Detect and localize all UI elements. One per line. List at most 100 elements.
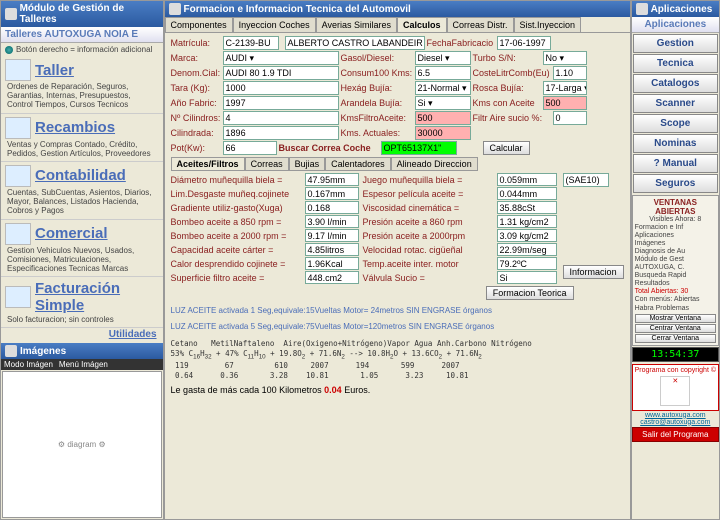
subtab-Bujias[interactable]: Bujias [289, 157, 326, 171]
calc-value: 0.044mm [497, 187, 557, 200]
label: Tara (Kg): [171, 83, 221, 93]
nav-section[interactable]: Taller Ordenes de Reparación, Seguros, Ga… [1, 56, 163, 114]
vent-item[interactable]: Imágenes [635, 240, 716, 248]
select[interactable]: 21-Normal ▾ [415, 81, 471, 95]
ctl-Tecnica[interactable]: Tecnica [633, 54, 718, 73]
vent-hab: Habra Problemas [635, 305, 716, 313]
field[interactable]: 30000 [415, 126, 471, 140]
field[interactable]: 6.5 [415, 66, 471, 80]
image-preview[interactable]: ⚙ diagram ⚙ [2, 371, 162, 518]
calc-label: Temp.aceite inter. motor [363, 259, 493, 269]
field[interactable]: C-2139-BU [223, 36, 279, 50]
subtab-Correas[interactable]: Correas [245, 157, 289, 171]
ctl-? Manual[interactable]: ? Manual [633, 154, 718, 173]
section-title[interactable]: Comercial [35, 225, 108, 242]
label: Rosca Bujía: [473, 83, 541, 93]
mail-link[interactable]: castro@autoxuga.com [632, 419, 719, 426]
calc-label: Bombeo aceite a 2000 rpm = [171, 231, 301, 241]
section-title[interactable]: Facturación Simple [35, 280, 159, 314]
field[interactable]: OPT65137X1" [381, 141, 457, 155]
section-title[interactable]: Contabilidad [35, 167, 126, 184]
select[interactable]: Si ▾ [415, 96, 471, 110]
imagenes-title: Imágenes [20, 346, 66, 357]
calcular-button[interactable]: Calcular [483, 141, 530, 155]
subtab-Aceites/Filtros[interactable]: Aceites/Filtros [171, 157, 245, 171]
field[interactable]: 4 [223, 111, 339, 125]
subtab-Alineado Direccion[interactable]: Alineado Direccion [391, 157, 478, 171]
exit-button[interactable]: Salir del Programa [632, 427, 719, 442]
note1: LUZ ACEITE activada 1 Seg,equivale:15Vue… [171, 306, 624, 316]
tab-Averias Similares[interactable]: Averias Similares [316, 17, 397, 32]
url-link[interactable]: www.autoxuga.com [632, 412, 719, 419]
nav-section[interactable]: ContabilidadCuentas, SubCuentas, Asiento… [1, 162, 163, 220]
vent-btn[interactable]: Centrar Ventana [635, 324, 716, 333]
calc-value: 79.2ºC [497, 257, 557, 270]
modo-imagen-btn[interactable]: Modo Imágen [4, 360, 53, 369]
select[interactable]: Diesel ▾ [415, 51, 471, 65]
ctl-Nominas[interactable]: Nominas [633, 134, 718, 153]
right-panel: Aplicaciones Aplicaciones GestionTecnica… [631, 0, 720, 520]
field[interactable]: 1997 [223, 96, 339, 110]
center-title: Formacion e Informacion Tecnica del Auto… [184, 4, 411, 15]
section-icon [5, 117, 31, 139]
section-title[interactable]: Taller [35, 62, 74, 79]
field[interactable]: 1896 [223, 126, 339, 140]
vent-btn[interactable]: Cerrar Ventana [635, 334, 716, 343]
ctl-Scope[interactable]: Scope [633, 114, 718, 133]
calc-value: 35.88cSt [497, 201, 557, 214]
field[interactable]: AUDI 80 1.9 TDI [223, 66, 339, 80]
select[interactable]: 17-Larga ▾ [543, 81, 587, 95]
field[interactable]: 500 [543, 96, 587, 110]
left-title: Módulo de Gestión de Talleres [20, 3, 159, 25]
ctl-Catalogos[interactable]: Catalogos [633, 74, 718, 93]
field[interactable]: ALBERTO CASTRO LABANDEIR [285, 36, 425, 50]
ctl-Seguros[interactable]: Seguros [633, 174, 718, 193]
vent-item[interactable]: Formacion e Inf [635, 224, 716, 232]
menu-imagen-btn[interactable]: Menú Imágen [59, 360, 108, 369]
right-subhead: Aplicaciones [632, 17, 719, 33]
field[interactable]: 0 [553, 111, 587, 125]
field[interactable]: 66 [223, 141, 277, 155]
field[interactable]: 500 [415, 111, 471, 125]
tab-Inyeccion Coches[interactable]: Inyeccion Coches [233, 17, 316, 32]
nav-section[interactable]: Facturación SimpleSolo facturacion; sin … [1, 277, 163, 328]
center-icon [169, 3, 181, 15]
field[interactable]: 1000 [223, 81, 339, 95]
section-icon [5, 223, 31, 245]
app-icon [5, 8, 17, 20]
formacion-teorica-button[interactable]: Formacion Teorica [486, 286, 574, 300]
nav-section[interactable]: Comercial Gestion Vehiculos Nuevos, Usado… [1, 220, 163, 278]
vent-item[interactable]: Busqueda Rapid [635, 272, 716, 280]
field[interactable]: 17-06-1997 [497, 36, 551, 50]
vent-item[interactable]: Módulo de Gest [635, 256, 716, 264]
ctl-Gestion[interactable]: Gestion [633, 34, 718, 53]
vent-item[interactable]: Aplicaciones [635, 232, 716, 240]
image-toolbar: Modo Imágen Menú Imágen [1, 359, 163, 370]
informacion-button[interactable]: Informacion [563, 265, 624, 279]
tab-Sist.Inyeccion[interactable]: Sist.Inyeccion [514, 17, 582, 32]
vent-item[interactable]: Diagnosis de Au [635, 248, 716, 256]
select[interactable]: No ▾ [543, 51, 587, 65]
sub-tabs: Aceites/FiltrosCorreasBujiasCalentadores… [171, 157, 624, 171]
label: Buscar Correa Coche [279, 143, 379, 153]
vent-btn[interactable]: Mostrar Ventana [635, 314, 716, 323]
tab-Correas Distr.[interactable]: Correas Distr. [447, 17, 514, 32]
label: CosteLitrComb(Eu) [473, 68, 551, 78]
tab-Calculos[interactable]: Calculos [397, 17, 447, 32]
utilidades-link[interactable]: Utilidades [1, 328, 163, 341]
right-title: Aplicaciones [651, 4, 713, 15]
vent-item[interactable]: AUTOXUGA, C. [635, 264, 716, 272]
subtab-Calentadores[interactable]: Calentadores [325, 157, 391, 171]
tab-Componentes[interactable]: Componentes [165, 17, 233, 32]
section-desc: Ordenes de Reparación, Seguros, Garantia… [7, 82, 159, 110]
section-title[interactable]: Recambios [35, 119, 115, 136]
select[interactable]: AUDI ▾ [223, 51, 339, 65]
field[interactable]: 1.10 [553, 66, 587, 80]
ctl-Scanner[interactable]: Scanner [633, 94, 718, 113]
section-desc: Gestion Vehiculos Nuevos, Usados, Comisi… [7, 246, 159, 274]
calc-value: 0.167mm [305, 187, 359, 200]
vent-item[interactable]: Resultados [635, 280, 716, 288]
nav-section[interactable]: RecambiosVentas y Compras Contado, Crédi… [1, 114, 163, 162]
calc-value: 22.99m/seg [497, 243, 557, 256]
calc-value: 4.85litros [305, 243, 359, 256]
